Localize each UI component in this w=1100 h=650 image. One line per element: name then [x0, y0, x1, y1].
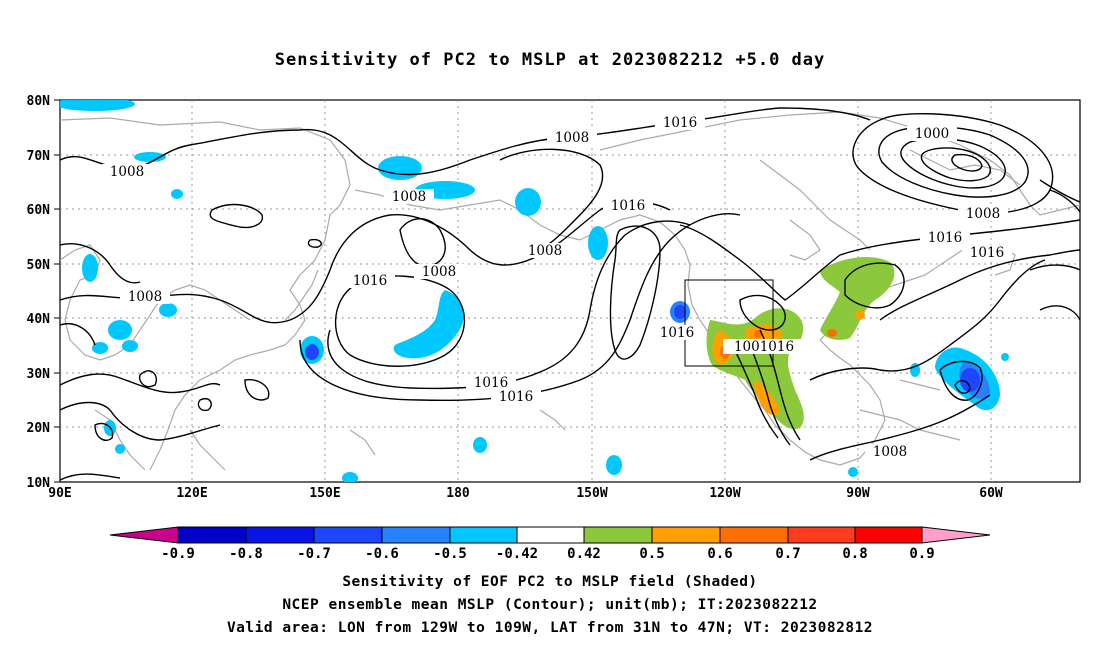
- contour-label-text: 1008: [873, 444, 907, 460]
- colorbar-below-min: [109, 526, 179, 544]
- lon-label: 150W: [576, 486, 607, 501]
- contour-label: 1016: [920, 230, 970, 246]
- lat-label: 20N: [27, 421, 51, 436]
- colorbar: [109, 526, 991, 544]
- contour-label-text: 1008: [392, 189, 426, 205]
- colorbar-cell: [313, 526, 383, 544]
- colorbar-cell: [583, 526, 653, 544]
- colorbar-label: 0.9: [909, 546, 934, 562]
- colorbar-label: 0.5: [639, 546, 664, 562]
- lon-axis-labels: 90E 120E 150E 180 150W 120W 90W 60W: [48, 486, 1003, 501]
- colorbar-label: 0.42: [567, 546, 601, 562]
- contour-label: 1008: [384, 189, 434, 205]
- contour-label-text: 1016: [660, 325, 694, 341]
- colorbar-label: -0.7: [297, 546, 331, 562]
- map-title: Sensitivity of PC2 to MSLP at 2023082212…: [274, 50, 826, 70]
- lat-label: 30N: [27, 367, 51, 382]
- contour-label: 1016: [491, 389, 541, 405]
- lon-label: 90W: [846, 486, 870, 501]
- lon-label: 90E: [48, 486, 71, 501]
- contour-label: 1008: [120, 289, 170, 305]
- caption-contour: NCEP ensemble mean MSLP (Contour); unit(…: [282, 597, 818, 613]
- colorbar-above-max: [921, 526, 991, 544]
- contour-label: 1008: [520, 243, 570, 259]
- contour-label: 1008: [102, 164, 152, 180]
- colorbar-label: -0.6: [365, 546, 399, 562]
- lat-label: 80N: [27, 94, 51, 109]
- lon-label: 120E: [176, 486, 207, 501]
- contour-label: 1016: [962, 245, 1012, 261]
- lat-label: 50N: [27, 258, 51, 273]
- contour-label-text: 1016: [663, 115, 697, 131]
- colorbar-cell: [245, 526, 315, 544]
- contour-label-text: 1000: [915, 126, 949, 142]
- lat-label: 60N: [27, 203, 51, 218]
- lon-label: 60W: [979, 486, 1003, 501]
- colorbar-labels: -0.9 -0.8 -0.7 -0.6 -0.5 -0.42 0.42 0.5 …: [161, 546, 935, 562]
- contour-label-text: 1008: [528, 243, 562, 259]
- contour-label: 1016: [652, 325, 702, 341]
- contour-label: 1016: [603, 198, 653, 214]
- contour-label: 1008: [865, 444, 915, 460]
- plot-frame: [59, 99, 1081, 483]
- contour-label: 1001016: [723, 339, 805, 355]
- contour-label-text: 1016: [499, 389, 533, 405]
- positive-sensitivity-shading: [706, 256, 895, 430]
- contour-label: 1016: [466, 375, 516, 391]
- contour-label-text: 1008: [555, 130, 589, 146]
- lon-label: 150E: [309, 486, 340, 501]
- lat-label: 70N: [27, 149, 51, 164]
- contour-label-text: 1016: [353, 273, 387, 289]
- contour-label-text: 1008: [110, 164, 144, 180]
- colorbar-cell: [787, 526, 856, 544]
- lat-label: 10N: [27, 476, 51, 491]
- contour-label-text: 1016: [970, 245, 1004, 261]
- colorbar-label: -0.8: [229, 546, 263, 562]
- colorbar-cell: [719, 526, 789, 544]
- contour-label-text: 1008: [128, 289, 162, 305]
- caption-shading: Sensitivity of EOF PC2 to MSLP field (Sh…: [342, 574, 758, 590]
- tick-marks: [54, 99, 60, 483]
- lat-label: 40N: [27, 312, 51, 327]
- caption-valid-area: Valid area: LON from 129W to 109W, LAT f…: [226, 620, 874, 636]
- contour-label: 1008: [958, 206, 1008, 222]
- colorbar-cell: [854, 526, 923, 544]
- colorbar-label: -0.5: [433, 546, 467, 562]
- gridlines: [60, 100, 1080, 482]
- colorbar-label: 0.7: [775, 546, 800, 562]
- colorbar-label: 0.8: [842, 546, 867, 562]
- contour-label: 1016: [655, 115, 705, 131]
- valid-area-box: [684, 279, 774, 367]
- contour-label: 1008: [547, 130, 597, 146]
- contour-label-text: 1016: [474, 375, 508, 391]
- colorbar-cell: [177, 526, 247, 544]
- colorbar-cell: [651, 526, 721, 544]
- colorbar-label: 0.6: [707, 546, 732, 562]
- contour-label-text: 1008: [422, 264, 456, 280]
- contour-label-text: 1016: [611, 198, 645, 214]
- contour-label-text: 1001016: [734, 339, 794, 355]
- contour-label: 1000: [907, 126, 957, 142]
- contour-labels: 1016 1008 1000 1008 1016 1016 1008 1016 …: [102, 115, 1012, 460]
- lon-label: 120W: [709, 486, 740, 501]
- colorbar-label: -0.9: [161, 546, 195, 562]
- colorbar-cell: [381, 526, 451, 544]
- lon-label: 180: [446, 486, 470, 501]
- colorbar-cell: [449, 526, 518, 544]
- contour-label: 1016: [345, 273, 395, 289]
- colorbar-cell: [516, 526, 585, 544]
- colorbar-label: -0.42: [496, 546, 538, 562]
- contour-label-text: 1008: [966, 206, 1000, 222]
- contour-label: 1008: [414, 264, 464, 280]
- lat-axis-labels: 80N 70N 60N 50N 40N 30N 20N 10N: [27, 94, 51, 491]
- contour-label-text: 1016: [928, 230, 962, 246]
